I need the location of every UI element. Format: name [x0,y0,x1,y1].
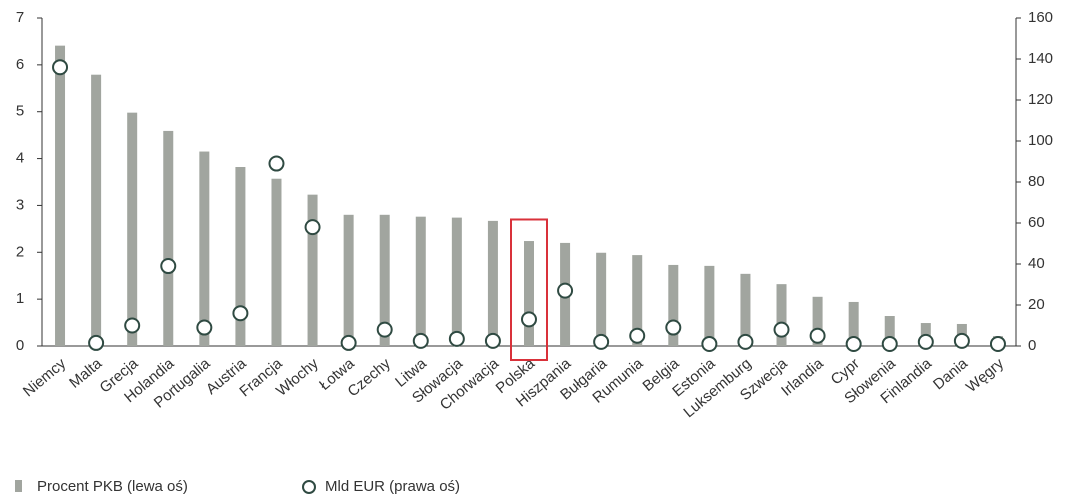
y-tick-label: 1 [16,290,24,307]
y-tick-label: 7 [16,9,24,26]
dot [665,319,682,336]
y2-tick-label: 40 [1028,255,1045,272]
dot [845,335,862,352]
x-tick-label: Dania [930,355,971,394]
dot [340,334,357,351]
bar [884,316,895,346]
dot [376,321,393,338]
y-tick-label: 5 [16,103,24,120]
dot [629,327,646,344]
bar [163,130,174,346]
bar [632,255,643,346]
bar [848,301,859,346]
x-tick-label: Węgry [963,355,1008,396]
dot [881,335,898,352]
bar [524,241,534,346]
dot [232,305,249,322]
legend-label: Procent PKB (lewa oś) [37,478,188,495]
dot [917,333,934,350]
y-tick-label: 3 [16,196,24,213]
dot [701,335,718,352]
y2-tick-label: 100 [1028,132,1053,149]
x-tick-label: Niemcy [20,355,70,400]
highlight-box [510,218,548,361]
y2-tick-label: 160 [1028,9,1053,26]
bar [668,264,679,346]
y-tick-label: 0 [16,337,24,354]
dot [88,334,105,351]
y2-tick-label: 140 [1028,50,1053,67]
bar [740,273,751,346]
bar [55,45,66,346]
dot [809,327,826,344]
y-tick-label: 4 [16,150,24,167]
dot [557,282,574,299]
x-tick-label: Irlandia [778,355,827,400]
y-tick-label: 2 [16,243,24,260]
legend-swatch [15,480,22,492]
legend-label: Mld EUR (prawa oś) [325,478,460,495]
bar [415,216,426,346]
x-tick-label: Włochy [273,355,322,400]
bar [271,178,282,346]
bar [235,167,246,346]
bar [343,214,354,346]
bar [487,220,498,346]
dot [268,155,285,172]
dot [953,332,970,349]
bar [307,194,318,346]
dot [52,59,69,76]
dot [593,333,610,350]
bar [379,214,390,346]
dot [773,321,790,338]
dot [196,319,213,336]
bar [451,217,462,346]
dot [124,317,141,334]
dot [412,332,429,349]
bar [596,252,607,346]
dot [737,333,754,350]
bar [199,151,210,346]
y2-tick-label: 20 [1028,296,1045,313]
y2-tick-label: 60 [1028,214,1045,231]
legend-swatch [302,480,316,494]
dot [989,335,1006,352]
bar [704,265,715,346]
dot [304,219,321,236]
dot [448,330,465,347]
bar [776,284,787,346]
bar [127,112,138,346]
y-tick-label: 6 [16,56,24,73]
dot [521,311,537,328]
dot [160,258,177,275]
bar [91,74,102,346]
bar [812,296,823,346]
y2-tick-label: 120 [1028,91,1053,108]
y2-tick-label: 80 [1028,173,1045,190]
y2-tick-label: 0 [1028,337,1036,354]
dot [484,332,501,349]
